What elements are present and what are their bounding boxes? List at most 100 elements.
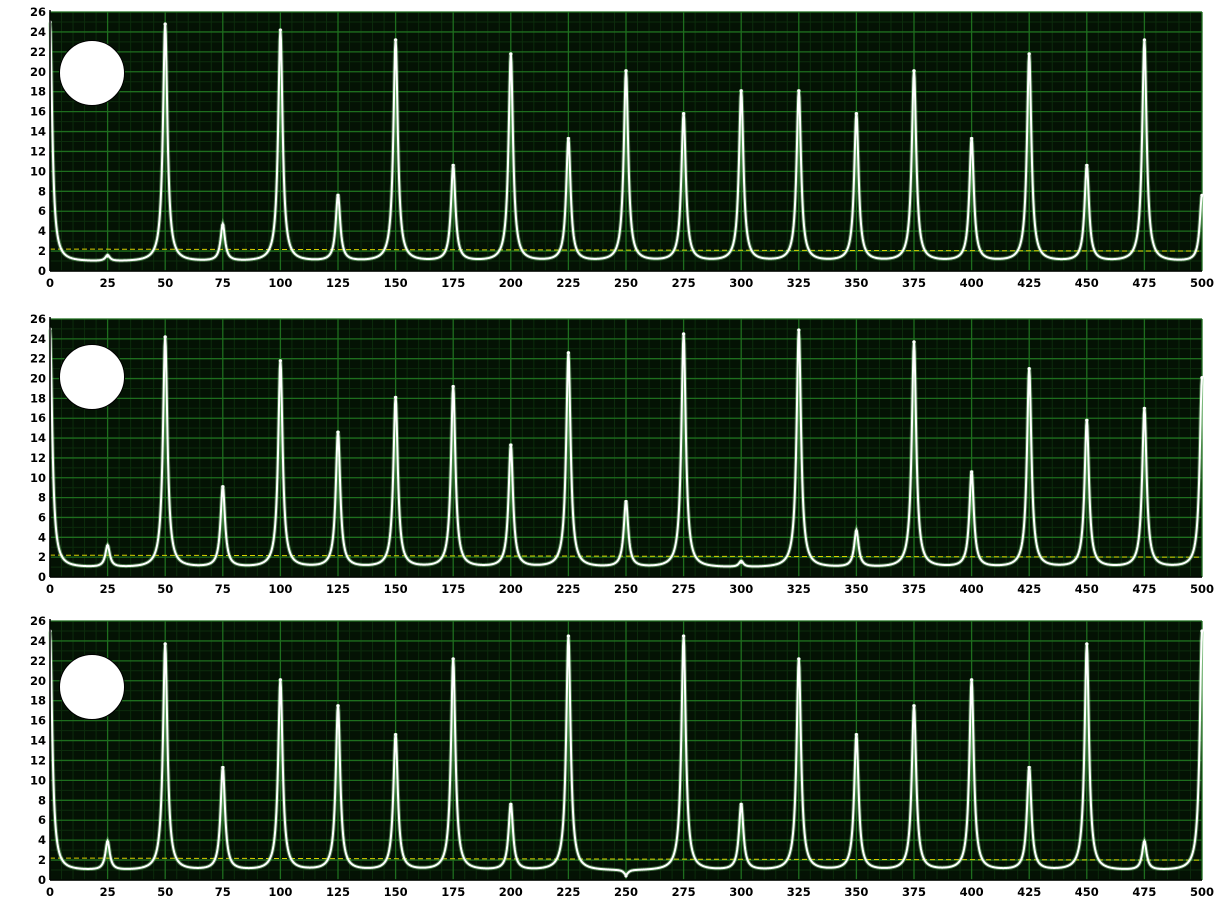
- x-tick-label: 400: [960, 276, 984, 290]
- peak-point: [509, 443, 513, 447]
- x-tick-label: 450: [1075, 582, 1099, 596]
- peak-point: [739, 560, 743, 564]
- peak-point: [451, 384, 455, 389]
- peak-point: [912, 69, 916, 73]
- x-tick-label: 300: [729, 582, 753, 596]
- chart-panel-3: 0 2 4 6 8 10 12 14 16 18 20 22 24 26 0 25 50 75 100 125 150 1…: [0, 610, 1222, 901]
- peak-point: [566, 634, 571, 638]
- peak-point: [912, 340, 916, 344]
- x-tick-label: 175: [441, 582, 465, 596]
- y-tick-label: 20: [30, 372, 46, 386]
- peak-point: [970, 136, 974, 141]
- threshold-line: [49, 554, 1203, 558]
- peak-point: [394, 732, 398, 737]
- x-tick-label: 500: [1190, 885, 1214, 899]
- y-tick-label: 4: [38, 530, 46, 544]
- peak-point: [970, 678, 974, 682]
- peak-point: [1142, 38, 1146, 42]
- peak-point: [1027, 52, 1031, 56]
- x-tick-label: 225: [556, 276, 580, 290]
- x-tick-label: 475: [1132, 885, 1156, 899]
- x-tick-label: 375: [902, 582, 926, 596]
- x-tick-label: 0: [46, 885, 54, 899]
- x-tick-label: 425: [1017, 582, 1041, 596]
- x-tick-label: 350: [844, 885, 868, 899]
- x-tick-label: 50: [157, 885, 173, 899]
- peak-point: [278, 28, 282, 32]
- peak-point: [1085, 163, 1089, 168]
- y-tick-label: 2: [38, 853, 46, 867]
- peak-point: [682, 332, 686, 336]
- peak-point: [797, 328, 801, 332]
- x-tick-label: 100: [268, 885, 292, 899]
- y-tick-label: 20: [30, 674, 46, 688]
- peak-point: [682, 112, 686, 116]
- x-tick-label: 75: [215, 582, 231, 596]
- peak-point: [854, 529, 859, 533]
- x-tick-label: 150: [384, 885, 408, 899]
- peak-point: [394, 395, 398, 399]
- x-tick-label: 350: [844, 276, 868, 290]
- x-tick-label: 500: [1190, 582, 1214, 596]
- peak-point: [1085, 642, 1089, 646]
- y-tick-label: 24: [30, 25, 46, 39]
- x-tick-label: 175: [441, 885, 465, 899]
- panel-marker-circle: [59, 40, 125, 106]
- y-tick-label: 18: [30, 694, 46, 708]
- x-tick-label: 425: [1017, 885, 1041, 899]
- peak-point: [854, 112, 859, 116]
- peak-point: [912, 704, 916, 708]
- threshold-line: [49, 857, 1203, 861]
- y-tick-label: 14: [30, 431, 46, 445]
- peak-marks: [48, 20, 1204, 258]
- peak-point: [566, 136, 571, 141]
- minor-grid: [50, 319, 1202, 577]
- x-tick-label: 100: [268, 582, 292, 596]
- x-tick-label: 150: [384, 582, 408, 596]
- x-tick-label: 75: [215, 276, 231, 290]
- peak-point: [106, 544, 110, 548]
- threshold-line: [49, 248, 1203, 252]
- y-tick-label: 10: [30, 471, 46, 485]
- x-tick-label: 275: [672, 885, 696, 899]
- peak-point: [1142, 840, 1146, 844]
- peak-point: [451, 163, 455, 168]
- chart-panel-2: 0 2 4 6 8 10 12 14 16 18 20 22 24 26 0 25 50 75 100 125 150 1…: [0, 308, 1222, 600]
- panel-marker-circle: [59, 344, 125, 410]
- x-tick-label: 125: [326, 276, 350, 290]
- peak-point: [106, 840, 110, 844]
- x-tick-label: 200: [499, 276, 523, 290]
- peak-point: [278, 359, 282, 363]
- x-tick-label: 325: [787, 885, 811, 899]
- x-tick-label: 475: [1132, 582, 1156, 596]
- peak-point: [451, 657, 455, 661]
- x-tick-label: 25: [100, 885, 116, 899]
- peak-point: [221, 223, 225, 227]
- y-tick-label: 2: [38, 244, 46, 258]
- x-tick-label: 125: [326, 885, 350, 899]
- y-tick-label: 6: [38, 813, 46, 827]
- peak-point: [1027, 367, 1031, 371]
- peak-point: [970, 470, 974, 474]
- x-tick-label: 250: [614, 582, 638, 596]
- major-grid: [49, 318, 1203, 578]
- x-tick-label: 150: [384, 276, 408, 290]
- x-tick-label: 225: [556, 885, 580, 899]
- peak-point: [739, 89, 743, 93]
- x-tick-label: 100: [268, 276, 292, 290]
- y-tick-label: 14: [30, 734, 46, 748]
- peak-marks: [48, 629, 1204, 878]
- x-tick-label: 325: [787, 582, 811, 596]
- peak-point: [221, 765, 225, 770]
- peak-marks: [48, 327, 1204, 564]
- x-tick-label: 450: [1075, 885, 1099, 899]
- peak-point: [163, 642, 167, 646]
- peak-point: [509, 802, 513, 806]
- peak-point: [624, 499, 628, 504]
- major-grid: [49, 11, 1203, 272]
- y-tick-label: 0: [38, 570, 46, 584]
- y-tick-label: 6: [38, 510, 46, 524]
- x-tick-label: 250: [614, 276, 638, 290]
